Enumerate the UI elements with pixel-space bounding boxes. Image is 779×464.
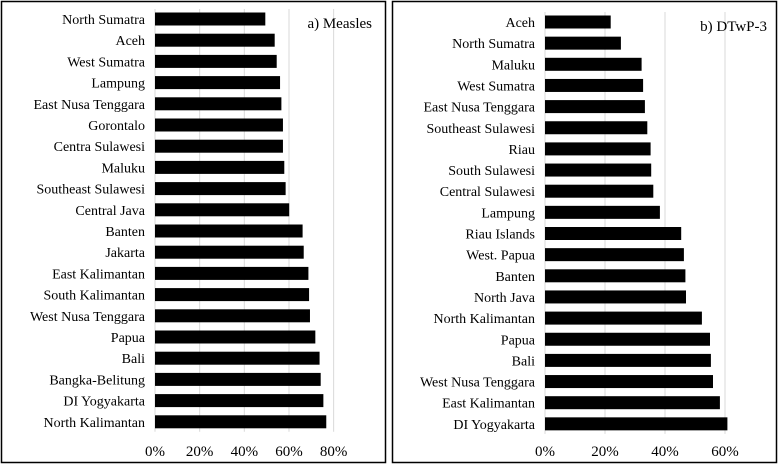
bar: [545, 121, 648, 135]
bar: [545, 78, 644, 92]
bar: [545, 311, 702, 325]
category-label: DI Yogyakarta: [63, 395, 145, 410]
x-tick-label: 20%: [186, 444, 214, 460]
category-label: Gorontalo: [88, 119, 145, 134]
category-label: Riau: [509, 143, 535, 158]
category-label: DI Yogyakarta: [453, 418, 535, 433]
category-label: Aceh: [505, 16, 535, 31]
bar: [155, 33, 275, 47]
category-label: Central Java: [75, 204, 145, 219]
category-label: Bangka-Belitung: [49, 373, 145, 388]
bar: [545, 205, 660, 219]
panel-border: [0, 0, 387, 464]
category-label: East Nusa Tenggara: [423, 101, 535, 116]
bar: [155, 372, 321, 386]
bar: [155, 351, 320, 365]
panel-measles: 0% 20% 40% 60% 80% North Sumatra Aceh West Suma…: [0, 0, 387, 464]
category-label: Banten: [495, 270, 535, 285]
bar: [155, 12, 266, 26]
bar: [155, 245, 304, 259]
x-tick-label: 40%: [651, 444, 679, 460]
category-label: West Sumatra: [67, 55, 146, 70]
category-label: East Nusa Tenggara: [33, 98, 145, 113]
category-label: West. Papua: [466, 249, 536, 264]
bar: [545, 269, 686, 283]
category-label: North Kalimantan: [44, 416, 145, 431]
bar: [155, 118, 283, 132]
bar: [545, 353, 711, 367]
category-label: Riau Islands: [465, 228, 535, 243]
bar: [155, 309, 310, 323]
bar: [545, 100, 645, 114]
bar: [155, 266, 309, 280]
category-label: Central Sulawesi: [440, 185, 535, 200]
bar: [155, 288, 310, 302]
chart-title: a) Measles: [307, 16, 372, 32]
category-label: West Nusa Tenggara: [420, 376, 536, 391]
category-label: Maluku: [491, 58, 535, 73]
bar: [545, 227, 682, 240]
category-label: Southeast Sulawesi: [37, 183, 146, 198]
x-tick-label: 60%: [275, 444, 303, 460]
bar: [155, 160, 285, 174]
bar: [545, 163, 652, 177]
bar: [155, 224, 303, 238]
category-label: Jakarta: [105, 246, 145, 261]
category-label: Papua: [501, 333, 536, 348]
category-label: Banten: [105, 225, 145, 240]
panel-dtwp3: 0% 20% 40% 60% Aceh North Sumatra Maluku West S…: [391, 0, 778, 464]
bar: [545, 332, 710, 346]
bar: [155, 97, 282, 111]
category-label: Bali: [122, 352, 145, 367]
category-label: Lampung: [481, 206, 535, 221]
bar: [545, 290, 686, 304]
bar: [545, 184, 654, 198]
category-label: West Sumatra: [457, 79, 536, 94]
category-label: Centra Sulawesi: [54, 140, 145, 155]
category-label: North Kalimantan: [434, 312, 535, 327]
category-label: North Sumatra: [62, 13, 146, 28]
bar: [155, 182, 286, 196]
x-tick-label: 0%: [145, 444, 165, 460]
x-tick-label: 20%: [591, 444, 619, 460]
bar: [545, 248, 684, 262]
bar: [545, 142, 651, 156]
category-label: West Nusa Tenggara: [30, 310, 146, 325]
bar: [155, 139, 283, 153]
bar: [155, 330, 316, 344]
bar: [545, 396, 720, 410]
category-label: Lampung: [91, 77, 145, 92]
bar: [155, 394, 324, 408]
category-label: Southeast Sulawesi: [427, 122, 536, 137]
bar: [155, 54, 277, 68]
x-tick-label: 40%: [231, 444, 259, 460]
x-tick-label: 0%: [535, 444, 555, 460]
chart-title: b) DTwP-3: [700, 19, 767, 35]
x-tick-label: 60%: [711, 444, 739, 460]
category-label: North Java: [474, 291, 536, 306]
category-label: Bali: [512, 354, 535, 369]
bar: [545, 36, 621, 50]
bar: [545, 417, 728, 431]
category-label: South Kalimantan: [44, 289, 146, 304]
category-label: North Sumatra: [452, 37, 536, 52]
panel-border: [391, 0, 778, 464]
bar: [545, 57, 642, 71]
category-label: Aceh: [115, 34, 145, 49]
bar: [545, 15, 611, 29]
bar: [545, 375, 713, 389]
category-label: Papua: [111, 331, 146, 346]
category-label: East Kalimantan: [442, 397, 535, 412]
bar: [155, 203, 290, 217]
category-label: Maluku: [101, 161, 145, 176]
bar: [155, 415, 327, 429]
category-label: East Kalimantan: [52, 267, 145, 282]
x-tick-label: 80%: [320, 444, 348, 460]
category-label: South Sulawesi: [448, 164, 535, 179]
bar: [155, 76, 281, 90]
